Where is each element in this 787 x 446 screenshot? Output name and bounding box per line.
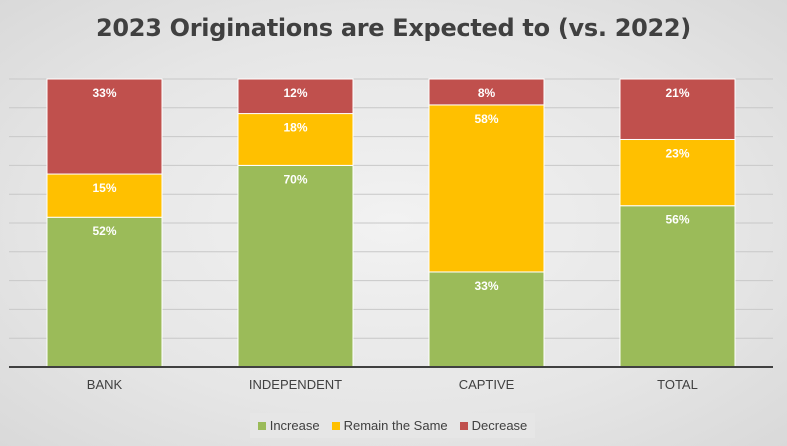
bar-bank-decrease bbox=[46, 78, 163, 175]
bar-independent-increase bbox=[237, 164, 354, 368]
legend-item-increase: Increase bbox=[257, 418, 320, 433]
legend-label: Remain the Same bbox=[343, 418, 448, 433]
legend-swatch bbox=[459, 421, 468, 430]
bar-total-remain-the-same bbox=[619, 138, 736, 207]
bar-bank-increase bbox=[46, 216, 163, 368]
x-tick-label: TOTAL bbox=[657, 377, 698, 392]
bar-captive-decrease bbox=[428, 78, 545, 106]
bar-captive-remain-the-same bbox=[428, 104, 545, 273]
data-label: 58% bbox=[474, 112, 498, 126]
x-tick-label: INDEPENDENT bbox=[249, 377, 342, 392]
x-tick-label: BANK bbox=[87, 377, 123, 392]
data-label: 15% bbox=[92, 181, 116, 195]
data-label: 21% bbox=[665, 86, 689, 100]
legend-label: Increase bbox=[269, 418, 320, 433]
legend: Increase Remain the Same Decrease bbox=[250, 413, 535, 438]
x-tick-label: CAPTIVE bbox=[459, 377, 515, 392]
data-label: 33% bbox=[92, 86, 116, 100]
data-label: 70% bbox=[283, 172, 307, 186]
bar-bank-remain-the-same bbox=[46, 173, 163, 218]
bar-independent-decrease bbox=[237, 78, 354, 115]
bar-captive-increase bbox=[428, 271, 545, 368]
data-label: 23% bbox=[665, 146, 689, 160]
data-label: 56% bbox=[665, 213, 689, 227]
legend-swatch bbox=[331, 421, 340, 430]
legend-label: Decrease bbox=[471, 418, 528, 433]
chart-title: 2023 Originations are Expected to (vs. 2… bbox=[96, 14, 691, 42]
legend-item-decrease: Decrease bbox=[459, 418, 528, 433]
bar-total-decrease bbox=[619, 78, 736, 140]
data-label: 18% bbox=[283, 121, 307, 135]
data-label: 33% bbox=[474, 279, 498, 293]
data-label: 8% bbox=[478, 86, 496, 100]
data-label: 52% bbox=[92, 224, 116, 238]
bar-total-increase bbox=[619, 205, 736, 368]
data-label: 12% bbox=[283, 86, 307, 100]
legend-swatch bbox=[257, 421, 266, 430]
bar-independent-remain-the-same bbox=[237, 113, 354, 166]
legend-item-remain-the-same: Remain the Same bbox=[331, 418, 448, 433]
